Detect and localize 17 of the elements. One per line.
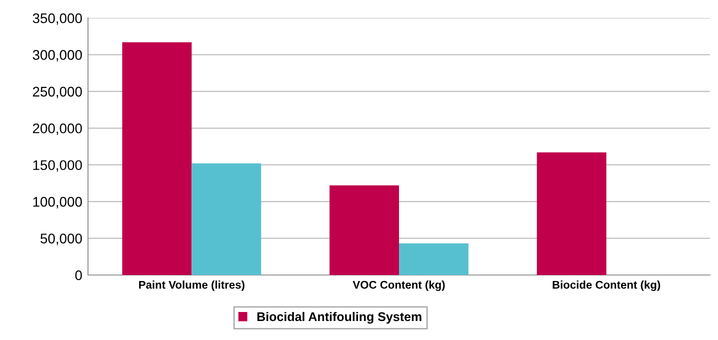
bar: [122, 42, 192, 275]
x-tick-label: Paint Volume (litres): [139, 280, 244, 291]
bar: [330, 185, 399, 275]
y-tick-label: 100,000: [33, 196, 82, 208]
y-tick-label: 50,000: [40, 234, 82, 246]
bar: [536, 152, 606, 275]
bar: [192, 163, 262, 275]
x-tick-label: Biocide Content (kg): [552, 280, 660, 291]
bar: [399, 243, 468, 275]
y-tick-label: 250,000: [32, 86, 82, 98]
y-tick-label: 350,000: [32, 13, 82, 25]
y-tick-label: 150,000: [33, 160, 82, 172]
y-tick-label: 300,000: [32, 50, 82, 62]
legend-label: Biocidal Antifouling System: [257, 312, 422, 324]
y-tick-label: 200,000: [32, 123, 82, 135]
x-tick-label: VOC Content (kg): [352, 280, 445, 291]
y-tick-label: 0: [75, 270, 82, 280]
